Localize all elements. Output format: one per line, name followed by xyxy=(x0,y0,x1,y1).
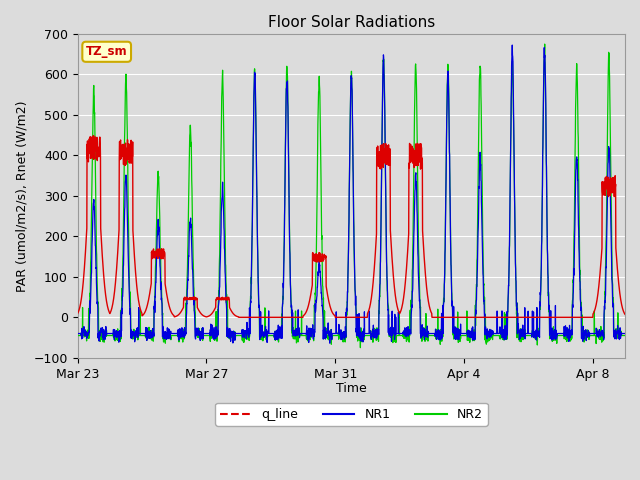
Legend: q_line, NR1, NR2: q_line, NR1, NR2 xyxy=(215,403,488,426)
Text: TZ_sm: TZ_sm xyxy=(86,45,127,58)
Title: Floor Solar Radiations: Floor Solar Radiations xyxy=(268,15,435,30)
X-axis label: Time: Time xyxy=(336,382,367,395)
Y-axis label: PAR (umol/m2/s), Rnet (W/m2): PAR (umol/m2/s), Rnet (W/m2) xyxy=(15,100,28,292)
